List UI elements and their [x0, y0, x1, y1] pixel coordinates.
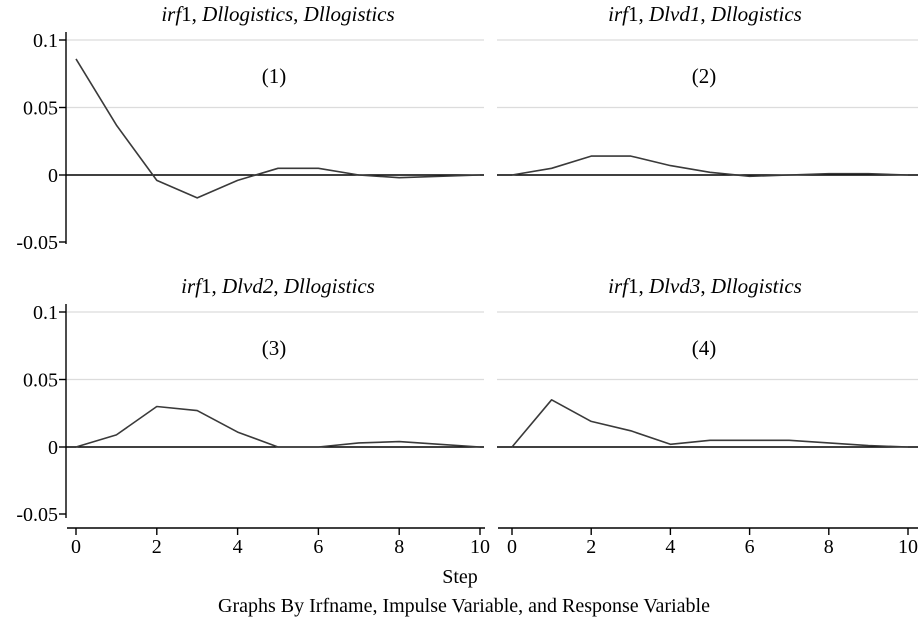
x-axis-title: Step [442, 566, 478, 588]
panel-3: irf1, Dlvd2, Dllogistics (3) -0.05 0 0.05 0.1 [16, 274, 484, 526]
x-tick-label: 6 [313, 536, 323, 558]
x-tick-label: 8 [824, 536, 834, 558]
panel-2: irf1, Dlvd1, Dllogistics (2) [497, 2, 918, 178]
panel-title: irf1, Dlvd3, Dllogistics [608, 274, 802, 298]
y-tick-label: 0.1 [33, 30, 58, 52]
x-tick-label: 0 [507, 536, 517, 558]
x-tick-label: 0 [71, 536, 81, 558]
panel-title: irf1, Dllogistics, Dllogistics [161, 2, 394, 26]
chart-panels: irf1, Dllogistics, Dllogistics (1) -0.05 0 0… [16, 2, 918, 526]
x-tick-label: 2 [152, 536, 162, 558]
irf-series-line [511, 398, 909, 448]
irf-series-line [75, 58, 481, 199]
panel-tag: (2) [692, 64, 717, 88]
panel-title: irf1, Dlvd1, Dllogistics [608, 2, 802, 26]
x-tick-label: 8 [394, 536, 404, 558]
panel-tag: (1) [262, 64, 287, 88]
panel-title: irf1, Dlvd2, Dllogistics [181, 274, 375, 298]
y-tick-label: 0 [48, 165, 58, 187]
irf-series-line [511, 155, 909, 178]
panel-1: irf1, Dllogistics, Dllogistics (1) -0.05 0 0… [16, 2, 484, 254]
y-tick-label: -0.05 [16, 232, 58, 254]
y-tick-label: -0.05 [16, 504, 58, 526]
x-tick-label: 4 [233, 536, 243, 558]
x-tick-label: 10 [470, 536, 490, 558]
chart-footnote: Graphs By Irfname, Impulse Variable, and… [218, 595, 710, 617]
x-tick-label: 4 [665, 536, 675, 558]
y-tick-label: 0.05 [23, 98, 58, 120]
x-tick-label: 6 [745, 536, 755, 558]
x-tick-label: 10 [898, 536, 918, 558]
panel-4: irf1, Dlvd3, Dllogistics (4) [497, 274, 918, 448]
y-tick-label: 0.1 [33, 302, 58, 324]
y-tick-label: 0 [48, 437, 58, 459]
y-tick-label: 0.05 [23, 370, 58, 392]
panel-tag: (4) [692, 336, 717, 360]
panel-tag: (3) [262, 336, 287, 360]
x-tick-label: 2 [586, 536, 596, 558]
shared-x-axis: 0 2 4 6 8 10 0 2 4 6 8 10 [67, 527, 918, 558]
irf-series-line [75, 405, 481, 448]
